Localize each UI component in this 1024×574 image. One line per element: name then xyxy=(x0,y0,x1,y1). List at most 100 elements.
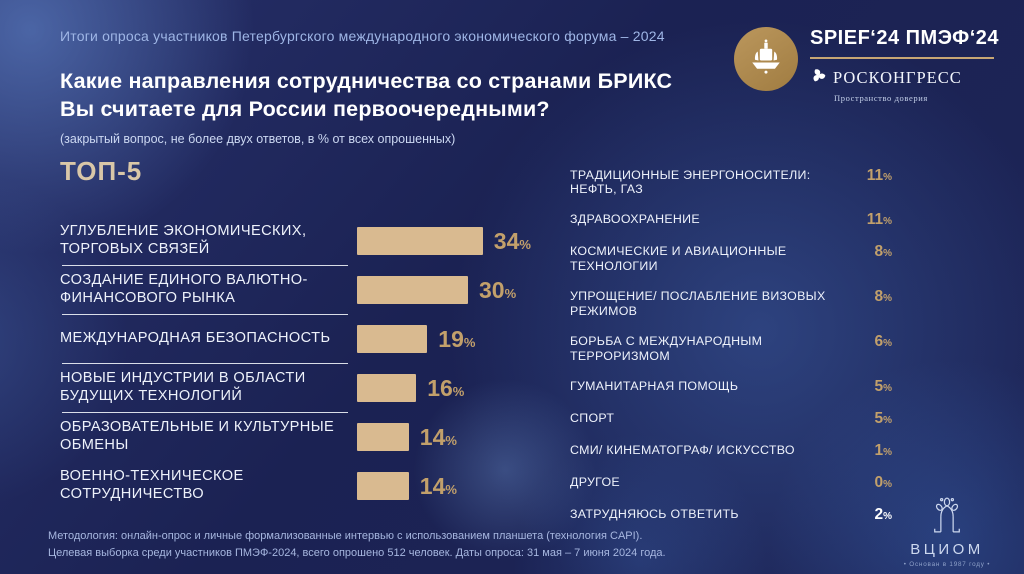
value-bar xyxy=(357,276,468,304)
list-row: ЗАТРУДНЯЮСЬ ОТВЕТИТЬ 2% xyxy=(570,499,892,531)
percent-sign: % xyxy=(883,171,892,183)
list-row: БОРЬБА С МЕЖДУНАРОДНЫМ ТЕРРОРИЗМОМ 6% xyxy=(570,326,892,371)
list-row: ДРУГОЕ 0% xyxy=(570,467,892,499)
top5-row: МЕЖДУНАРОДНАЯ БЕЗОПАСНОСТЬ 19% xyxy=(60,315,540,364)
methodology-line2: Целевая выборка среди участников ПМЭФ-20… xyxy=(48,546,666,559)
value-label: 5% xyxy=(874,409,892,427)
value-label: 11% xyxy=(866,166,892,184)
percent-sign: % xyxy=(883,414,892,426)
list-row: УПРОЩЕНИЕ/ ПОСЛАБЛЕНИЕ ВИЗОВЫХ РЕЖИМОВ 8… xyxy=(570,282,892,327)
vciom-tree-icon xyxy=(924,495,970,540)
category-label: ГУМАНИТАРНАЯ ПОМОЩЬ xyxy=(570,378,739,393)
value-label: 11% xyxy=(866,211,892,229)
category-label: НОВЫЕ ИНДУСТРИИ В ОБЛАСТИ БУДУЩИХ ТЕХНОЛ… xyxy=(60,370,306,404)
top5-rows: УГЛУБЛЕНИЕ ЭКОНОМИЧЕСКИХ, ТОРГОВЫХ СВЯЗЕ… xyxy=(60,217,540,511)
category-label: УГЛУБЛЕНИЕ ЭКОНОМИЧЕСКИХ, ТОРГОВЫХ СВЯЗЕ… xyxy=(60,223,307,257)
value-bar xyxy=(357,423,409,451)
bar-track xyxy=(357,276,468,304)
value-label: 8% xyxy=(874,288,892,305)
percent-sign: % xyxy=(883,248,892,260)
value-label: 30% xyxy=(479,276,517,303)
secondary-list: ТРАДИЦИОННЫЕ ЭНЕРГОНОСИТЕЛИ: НЕФТЬ, ГАЗ … xyxy=(570,160,892,531)
category-label: ТРАДИЦИОННЫЕ ЭНЕРГОНОСИТЕЛИ: НЕФТЬ, ГАЗ xyxy=(570,167,811,197)
brand-text-block: SPIEF‘24 ПМЭФ‘24 РОСКОНГРЕСС Пространств… xyxy=(810,27,1000,103)
header: Итоги опроса участников Петербургского м… xyxy=(60,28,720,146)
value-label: 0% xyxy=(874,473,892,491)
category-label: СМИ/ КИНЕМАТОГРАФ/ ИСКУССТВО xyxy=(570,442,795,457)
vciom-logo: ВЦИОМ • Основан в 1987 году • xyxy=(892,495,1002,568)
list-row: ЗДРАВООХРАНЕНИЕ 11% xyxy=(570,205,892,237)
question-note: (закрытый вопрос, не более двух ответов,… xyxy=(60,131,456,146)
top5-row: ВОЕННО-ТЕХНИЧЕСКОЕ СОТРУДНИЧЕСТВО 14% xyxy=(60,462,540,511)
bar-track xyxy=(357,472,409,500)
roscongress-pinwheel-icon xyxy=(810,67,827,89)
vciom-wordmark: ВЦИОМ xyxy=(910,541,984,558)
value-label: 8% xyxy=(874,243,892,261)
question-title-line2: Вы считаете для России первоочередными? xyxy=(60,97,550,122)
question-title: Какие направления сотрудничества со стра… xyxy=(60,67,720,124)
value-label: 2% xyxy=(874,505,892,523)
percent-sign: % xyxy=(883,510,892,522)
percent-sign: % xyxy=(883,293,892,304)
value-label: 19% xyxy=(438,325,476,352)
value-label: 14% xyxy=(419,472,457,499)
spief-ship-icon xyxy=(744,35,788,84)
value-label: 16% xyxy=(427,374,465,401)
percent-sign: % xyxy=(504,285,517,301)
spief-wordmark: SPIEF‘24 ПМЭФ‘24 xyxy=(810,27,1000,49)
roscongress-wordmark: РОСКОНГРЕСС xyxy=(833,68,962,87)
top5-row: УГЛУБЛЕНИЕ ЭКОНОМИЧЕСКИХ, ТОРГОВЫХ СВЯЗЕ… xyxy=(60,217,540,266)
list-row: КОСМИЧЕСКИЕ И АВИАЦИОННЫЕ ТЕХНОЛОГИИ 8% xyxy=(570,237,892,282)
vciom-founded-label: • Основан в 1987 году • xyxy=(903,561,991,568)
brand-divider xyxy=(810,57,994,59)
percent-sign: % xyxy=(519,236,531,252)
value-label: 6% xyxy=(874,332,892,350)
category-label: СОЗДАНИЕ ЕДИНОГО ВАЛЮТНО-ФИНАНСОВОГО РЫН… xyxy=(60,272,308,306)
category-label: ВОЕННО-ТЕХНИЧЕСКОЕ СОТРУДНИЧЕСТВО xyxy=(60,468,244,502)
bar-track xyxy=(357,227,483,255)
category-label: ДРУГОЕ xyxy=(570,474,620,489)
bar-track xyxy=(357,423,409,451)
list-row: СПОРТ 5% xyxy=(570,403,892,435)
category-label: МЕЖДУНАРОДНАЯ БЕЗОПАСНОСТЬ xyxy=(60,330,331,347)
brand-block: SPIEF‘24 ПМЭФ‘24 РОСКОНГРЕСС Пространств… xyxy=(734,27,1000,103)
percent-sign: % xyxy=(463,334,476,350)
value-label: 14% xyxy=(419,423,457,450)
list-row: СМИ/ КИНЕМАТОГРАФ/ ИСКУССТВО 1% xyxy=(570,435,892,467)
category-label: ОБРАЗОВАТЕЛЬНЫЕ И КУЛЬТУРНЫЕ ОБМЕНЫ xyxy=(60,419,335,453)
percent-sign: % xyxy=(445,432,457,448)
survey-subtitle: Итоги опроса участников Петербургского м… xyxy=(60,28,665,44)
value-bar xyxy=(357,374,417,402)
category-label: СПОРТ xyxy=(570,410,615,425)
value-label: 5% xyxy=(874,377,892,395)
category-label: ЗАТРУДНЯЮСЬ ОТВЕТИТЬ xyxy=(570,506,739,521)
bar-track xyxy=(357,374,417,402)
top5-row: ОБРАЗОВАТЕЛЬНЫЕ И КУЛЬТУРНЫЕ ОБМЕНЫ 14% xyxy=(60,413,540,462)
roscongress-row: РОСКОНГРЕСС xyxy=(810,67,994,89)
top5-row: НОВЫЕ ИНДУСТРИИ В ОБЛАСТИ БУДУЩИХ ТЕХНОЛ… xyxy=(60,364,540,413)
value-bar xyxy=(357,227,483,255)
category-label: БОРЬБА С МЕЖДУНАРОДНЫМ ТЕРРОРИЗМОМ xyxy=(570,333,763,363)
top5-row: СОЗДАНИЕ ЕДИНОГО ВАЛЮТНО-ФИНАНСОВОГО РЫН… xyxy=(60,266,540,315)
percent-sign: % xyxy=(452,383,465,399)
top5-chart: ТОП-5 УГЛУБЛЕНИЕ ЭКОНОМИЧЕСКИХ, ТОРГОВЫХ… xyxy=(60,156,540,511)
roscongress-tagline: Пространство доверия xyxy=(834,93,928,103)
list-row: ТРАДИЦИОННЫЕ ЭНЕРГОНОСИТЕЛИ: НЕФТЬ, ГАЗ … xyxy=(570,160,892,205)
percent-sign: % xyxy=(883,478,892,490)
percent-sign: % xyxy=(883,337,892,349)
percent-sign: % xyxy=(445,481,457,497)
category-label: УПРОЩЕНИЕ/ ПОСЛАБЛЕНИЕ ВИЗОВЫХ РЕЖИМОВ xyxy=(570,289,826,318)
value-label: 1% xyxy=(874,441,892,459)
bar-track xyxy=(357,325,428,353)
list-row: ГУМАНИТАРНАЯ ПОМОЩЬ 5% xyxy=(570,371,892,403)
spief-logo-circle xyxy=(734,27,798,91)
methodology-line1: Методология: онлайн-опрос и личные форма… xyxy=(48,530,643,542)
percent-sign: % xyxy=(883,382,892,394)
category-label: КОСМИЧЕСКИЕ И АВИАЦИОННЫЕ ТЕХНОЛОГИИ xyxy=(570,244,787,274)
value-bar xyxy=(357,472,409,500)
category-label: ЗДРАВООХРАНЕНИЕ xyxy=(570,212,700,227)
percent-sign: % xyxy=(883,446,892,458)
value-bar xyxy=(357,325,428,353)
value-label: 34% xyxy=(493,227,531,254)
